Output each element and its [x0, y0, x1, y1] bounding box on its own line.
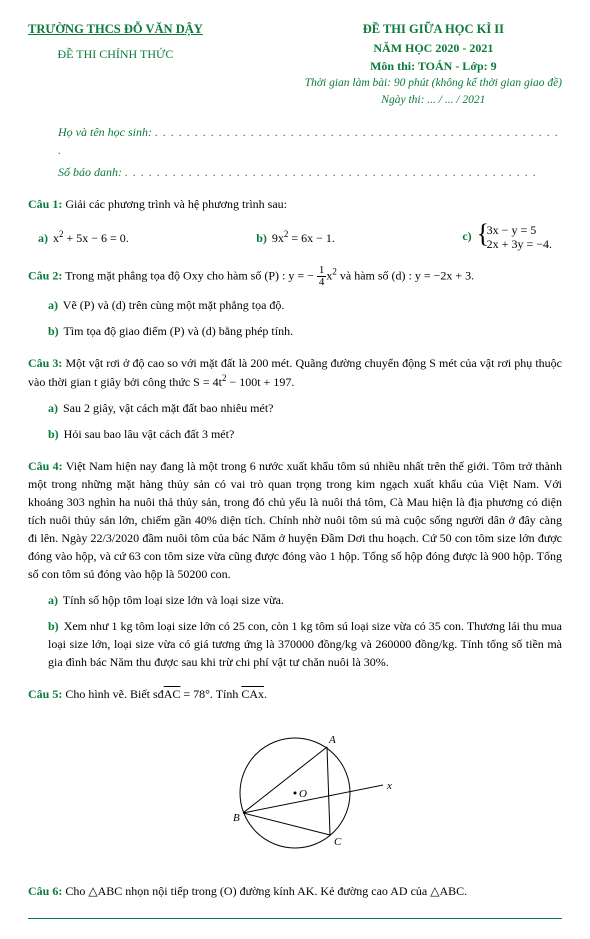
q5-arc1: AC [164, 687, 181, 701]
exam-date: Ngày thi: ... / ... / 2021 [305, 92, 562, 109]
q1-a-label: a) [38, 231, 48, 245]
duration: Thời gian làm bài: 90 phút (không kể thờ… [305, 75, 562, 92]
name-label: Họ và tên học sinh: [58, 125, 152, 139]
q3-b-label: b) [48, 427, 59, 441]
q1-c-line1: 3x − y = 5 [487, 223, 552, 237]
question-6: Câu 6: Cho △ABC nhọn nội tiếp trong (O) … [28, 882, 562, 900]
subject: Môn thi: TOÁN - Lớp: 9 [305, 57, 562, 75]
student-name-row: Họ và tên học sinh: . . . . . . . . . . … [58, 123, 562, 159]
school-name: TRƯỜNG THCS ĐỖ VĂN DẬY [28, 20, 203, 39]
q2-a: a) Vẽ (P) và (d) trên cùng một mặt phẳng… [48, 296, 562, 314]
id-dots: . . . . . . . . . . . . . . . . . . . . … [125, 165, 537, 179]
q1-c-line2: 2x + 3y = −4. [487, 237, 552, 251]
q1-b: b) 9x2 = 6x − 1. [256, 228, 335, 247]
question-1: Câu 1: Giải các phương trình và hệ phươn… [28, 195, 562, 251]
q5-post: . [264, 687, 267, 701]
q2-a-label: a) [48, 298, 58, 312]
q1-text: Giải các phương trình và hệ phương trình… [65, 197, 287, 211]
q2-a-text: Vẽ (P) và (d) trên cùng một mặt phẳng tọ… [63, 298, 285, 312]
question-2: Câu 2: Trong mặt phẳng tọa độ Oxy cho hà… [28, 265, 562, 340]
q3-a-text: Sau 2 giây, vật cách mặt đất bao nhiêu m… [63, 401, 273, 415]
bottom-rule [28, 918, 562, 919]
q3-b-text: Hỏi sau bao lâu vật cách đất 3 mét? [64, 427, 235, 441]
q1-c-system: 3x − y = 5 2x + 3y = −4. [477, 223, 552, 251]
q4-a-text: Tính số hộp tôm loại size lớn và loại si… [63, 593, 284, 607]
question-5: Câu 5: Cho hình vẽ. Biết sđAC = 78°. Tín… [28, 685, 562, 868]
q2-b: b) Tìm tọa độ giao điểm (P) và (d) bằng … [48, 322, 562, 340]
q5-label: Câu 5: [28, 687, 62, 701]
q3-pre: Một vật rơi ở độ cao so với mặt đất là 2… [28, 356, 562, 389]
q2-label: Câu 2: [28, 269, 62, 283]
question-3: Câu 3: Một vật rơi ở độ cao so với mặt đ… [28, 354, 562, 443]
q2-post: và hàm số (d) : y = −2x + 3. [337, 269, 474, 283]
q2-pre: Trong mặt phẳng tọa độ Oxy cho hàm số (P… [65, 269, 314, 283]
svg-text:B: B [233, 812, 240, 824]
q3-a: a) Sau 2 giây, vật cách mặt đất bao nhiê… [48, 399, 562, 417]
q4-label: Câu 4: [28, 459, 63, 473]
q2-b-label: b) [48, 324, 59, 338]
q4-a-label: a) [48, 593, 58, 607]
id-label: Số báo danh: [58, 165, 122, 179]
svg-text:C: C [334, 836, 342, 848]
q4-b-label: b) [48, 619, 59, 633]
svg-text:O: O [299, 788, 307, 800]
q1-a-post: + 5x − 6 = 0. [64, 231, 129, 245]
q1-label: Câu 1: [28, 197, 62, 211]
circle-diagram: O A B Cx [185, 713, 405, 863]
header-right: ĐỀ THI GIỮA HỌC KÌ II NĂM HỌC 2020 - 202… [305, 20, 562, 109]
svg-text:A: A [328, 734, 336, 746]
q2-b-text: Tìm tọa độ giao điểm (P) và (d) bằng phé… [63, 324, 293, 338]
exam-title: ĐỀ THI GIỮA HỌC KÌ II [305, 20, 562, 39]
student-id-row: Số báo danh: . . . . . . . . . . . . . .… [58, 163, 562, 181]
q5-mid: = 78°. Tính [180, 687, 241, 701]
header: TRƯỜNG THCS ĐỖ VĂN DẬY ĐỀ THI CHÍNH THỨC… [28, 20, 562, 109]
q5-arc2: CAx [241, 687, 264, 701]
q4-text: Việt Nam hiện nay đang là một trong 6 nư… [28, 459, 562, 581]
q1-b-label: b) [256, 231, 267, 245]
q6-label: Câu 6: [28, 884, 62, 898]
q3-label: Câu 3: [28, 356, 62, 370]
q1-b-pre: 9x [272, 231, 284, 245]
question-4: Câu 4: Việt Nam hiện nay đang là một tro… [28, 457, 562, 671]
school-year: NĂM HỌC 2020 - 2021 [305, 39, 562, 57]
official-exam: ĐỀ THI CHÍNH THỨC [28, 45, 203, 63]
q5-figure: O A B Cx [28, 713, 562, 868]
q6-text: Cho △ABC nhọn nội tiếp trong (O) đường k… [65, 884, 467, 898]
exam-page: TRƯỜNG THCS ĐỖ VĂN DẬY ĐỀ THI CHÍNH THỨC… [0, 0, 590, 939]
q1-c: c) 3x − y = 5 2x + 3y = −4. [462, 223, 552, 251]
q1-a: a) x2 + 5x − 6 = 0. [38, 228, 129, 247]
q4-a: a) Tính số hộp tôm loại size lớn và loại… [48, 591, 562, 609]
q3-a-label: a) [48, 401, 58, 415]
q5-pre: Cho hình vẽ. Biết sđ [65, 687, 163, 701]
header-left: TRƯỜNG THCS ĐỖ VĂN DẬY ĐỀ THI CHÍNH THỨC [28, 20, 203, 109]
q1-c-label: c) [462, 229, 471, 243]
q4-b: b) Xem như 1 kg tôm loại size lớn có 25 … [48, 617, 562, 671]
q1-b-post: = 6x − 1. [288, 231, 335, 245]
q2-frac: 1 4 [317, 265, 327, 288]
svg-text:x: x [386, 780, 392, 792]
q1-options: a) x2 + 5x − 6 = 0. b) 9x2 = 6x − 1. c) … [38, 223, 552, 251]
q3-post: − 100t + 197. [226, 375, 294, 389]
q4-b-text: Xem như 1 kg tôm loại size lớn có 25 con… [48, 619, 562, 669]
q3-b: b) Hỏi sau bao lâu vật cách đất 3 mét? [48, 425, 562, 443]
q2-frac-den: 4 [317, 277, 327, 288]
